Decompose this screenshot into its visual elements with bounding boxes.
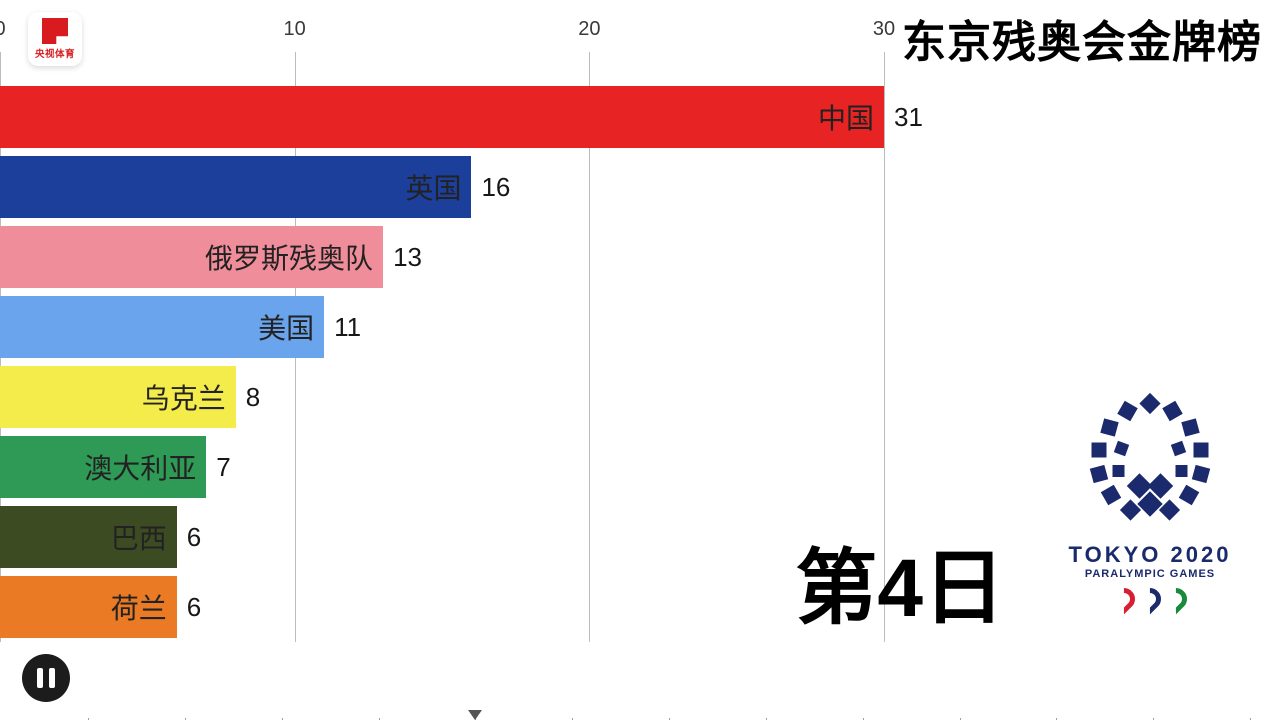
bar-value: 7	[216, 452, 230, 483]
page-title: 东京残奥会金牌榜	[902, 6, 1262, 70]
bar-row: 巴西 6	[0, 506, 201, 568]
bar-row: 荷兰 6	[0, 576, 201, 638]
bar-row: 美国 11	[0, 296, 361, 358]
bar: 俄罗斯残奥队	[0, 226, 383, 288]
bar-value: 8	[246, 382, 260, 413]
bar-row: 英国 16	[0, 156, 510, 218]
bar-country-label: 俄罗斯残奥队	[205, 237, 373, 277]
x-tick-label: 30	[873, 18, 895, 41]
current-day-label: 第4日	[795, 521, 1005, 640]
bar-country-label: 英国	[405, 167, 461, 207]
bar: 中国	[0, 86, 884, 148]
bar-value: 6	[187, 522, 201, 553]
bar-country-label: 中国	[818, 97, 874, 137]
bar-country-label: 美国	[258, 307, 314, 347]
bar: 美国	[0, 296, 324, 358]
bar-value: 31	[894, 102, 923, 133]
tokyo-2020-emblem: TOKYO 2020 PARALYMPIC GAMES	[1060, 390, 1240, 610]
emblem-subtitle: PARALYMPIC GAMES	[1085, 568, 1215, 580]
pause-icon	[49, 668, 55, 688]
bar-country-label: 澳大利亚	[84, 447, 196, 487]
emblem-graphic	[1075, 390, 1225, 540]
bar-value: 16	[481, 172, 510, 203]
pause-icon	[37, 668, 43, 688]
bar: 荷兰	[0, 576, 177, 638]
bar-value: 13	[393, 242, 422, 273]
x-tick-label: 0	[0, 18, 6, 41]
bar: 乌克兰	[0, 366, 236, 428]
bar-country-label: 荷兰	[111, 587, 167, 627]
bar: 澳大利亚	[0, 436, 206, 498]
bar-country-label: 巴西	[111, 517, 167, 557]
medal-bar-chart: 0102030中国31英国16俄罗斯残奥队13美国11乌克兰8澳大利亚7巴西6荷…	[0, 52, 884, 642]
emblem-title: TOKYO 2020	[1069, 542, 1232, 568]
bar: 英国	[0, 156, 471, 218]
bar: 巴西	[0, 506, 177, 568]
bar-row: 俄罗斯残奥队 13	[0, 226, 422, 288]
bar-row: 乌克兰 8	[0, 366, 260, 428]
bar-value: 6	[187, 592, 201, 623]
logo-mark	[42, 18, 68, 44]
x-tick-label: 10	[284, 18, 306, 41]
bar-value: 11	[334, 312, 361, 343]
timeline-current-pointer[interactable]	[468, 710, 482, 720]
bar-row: 中国 31	[0, 86, 923, 148]
bar-row: 澳大利亚 7	[0, 436, 231, 498]
bar-country-label: 乌克兰	[142, 377, 226, 417]
play-pause-button[interactable]	[22, 654, 70, 702]
x-tick-label: 20	[578, 18, 600, 41]
paralympic-agitos-icon	[1113, 588, 1187, 610]
